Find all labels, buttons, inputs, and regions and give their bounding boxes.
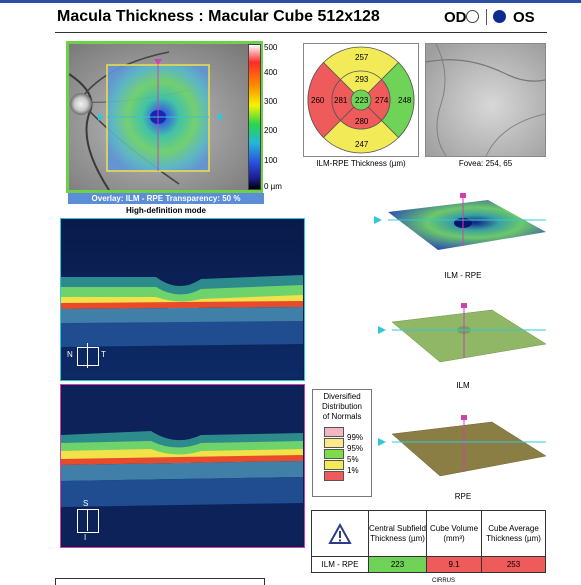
- os-selected-icon: [493, 10, 506, 23]
- etdrs-nasal-outer: 260: [311, 96, 325, 105]
- os-label: OS: [513, 9, 535, 26]
- legend-label-1: 1%: [347, 466, 359, 475]
- etdrs-temporal-outer: 248: [398, 96, 412, 105]
- footer-text: CIRRUS: [432, 578, 456, 584]
- od-radio-icon: [466, 10, 479, 23]
- scale-label-300: 300: [264, 97, 278, 106]
- legend-label-5: 5%: [347, 455, 359, 464]
- legend-label-99: 99%: [347, 433, 364, 442]
- scale-label-400: 400: [264, 68, 278, 77]
- warning-cell: [311, 510, 369, 557]
- legend-swatch-95: [324, 438, 344, 448]
- eye-divider: [486, 9, 487, 25]
- value-central-subfield: 223: [368, 556, 427, 573]
- surface-rpe: [368, 410, 550, 484]
- overlay-caption: Overlay: ILM - RPE Transparency: 50 %: [68, 193, 264, 204]
- legend-label-95: 95%: [347, 444, 364, 453]
- thickness-color-scale: [248, 44, 261, 190]
- bscan1-orientation-line: [87, 343, 88, 368]
- value-cube-volume: 9.1: [426, 556, 482, 573]
- top-border: [0, 0, 581, 3]
- normative-legend: [312, 389, 372, 497]
- legend-swatch-5: [324, 449, 344, 459]
- bscan-horizontal: N T: [60, 218, 305, 381]
- etdrs-inferior-inner: 280: [355, 117, 369, 126]
- surface-rpe-label: RPE: [454, 492, 472, 501]
- bscan1-label-n: N: [67, 350, 73, 359]
- bscan-vertical: S I: [60, 384, 305, 548]
- scale-label-0: 0 µm: [264, 182, 282, 191]
- fovea-image: [425, 43, 546, 157]
- fundus-overlay-image: [66, 41, 263, 193]
- bscan1-label-t: T: [101, 350, 106, 359]
- etdrs-superior-inner: 293: [355, 75, 369, 84]
- scale-label-200: 200: [264, 126, 278, 135]
- bscan2-orientation-box: [77, 509, 99, 533]
- od-label: OD: [444, 9, 467, 26]
- surface-ilm-label: ILM: [456, 381, 470, 390]
- mode-caption: High-definition mode: [126, 206, 206, 215]
- etdrs-central: 223: [355, 96, 369, 105]
- bscan1-orientation-box: [77, 347, 99, 366]
- surface-ilm-rpe: [368, 190, 550, 260]
- header-divider: [55, 32, 547, 33]
- etdrs-caption: ILM-RPE Thickness (µm): [316, 159, 406, 168]
- legend-title-3: of Normals: [322, 412, 362, 421]
- bscan2-label-s: S: [83, 499, 89, 508]
- legend-title-1: Diversified: [323, 392, 361, 401]
- footer-box: [55, 578, 265, 585]
- header-cube-average: Cube Average Thickness (µm): [481, 510, 546, 557]
- surface-ilm-rpe-label: ILM - RPE: [444, 271, 482, 280]
- etdrs-superior-outer: 257: [355, 53, 369, 62]
- legend-swatch-1: [324, 460, 344, 470]
- etdrs-map-frame: 257 293 260 281 223 274 248 280 247: [303, 43, 419, 157]
- surface-ilm: [368, 300, 550, 370]
- etdrs-nasal-inner: 281: [334, 96, 348, 105]
- bscan2-label-i: I: [84, 533, 87, 542]
- etdrs-temporal-inner: 274: [375, 96, 389, 105]
- scale-label-100: 100: [264, 156, 278, 165]
- header-central-subfield: Central Subfield Thickness (µm): [368, 510, 427, 557]
- legend-swatch-99: [324, 427, 344, 437]
- row-label-ilm-rpe: ILM - RPE: [311, 556, 369, 573]
- bscan2-orientation-line: [87, 509, 88, 531]
- scale-label-500: 500: [264, 43, 278, 52]
- warning-triangle-icon: [328, 522, 352, 544]
- page-title: Macula Thickness : Macular Cube 512x128: [57, 8, 380, 25]
- header-cube-volume: Cube Volume (mm³): [426, 510, 482, 557]
- legend-swatch-below-1: [324, 471, 344, 481]
- fovea-caption: Fovea: 254, 65: [458, 159, 513, 168]
- legend-title-2: Distribution: [321, 402, 362, 411]
- etdrs-inferior-outer: 247: [355, 140, 369, 149]
- value-cube-average: 253: [481, 556, 546, 573]
